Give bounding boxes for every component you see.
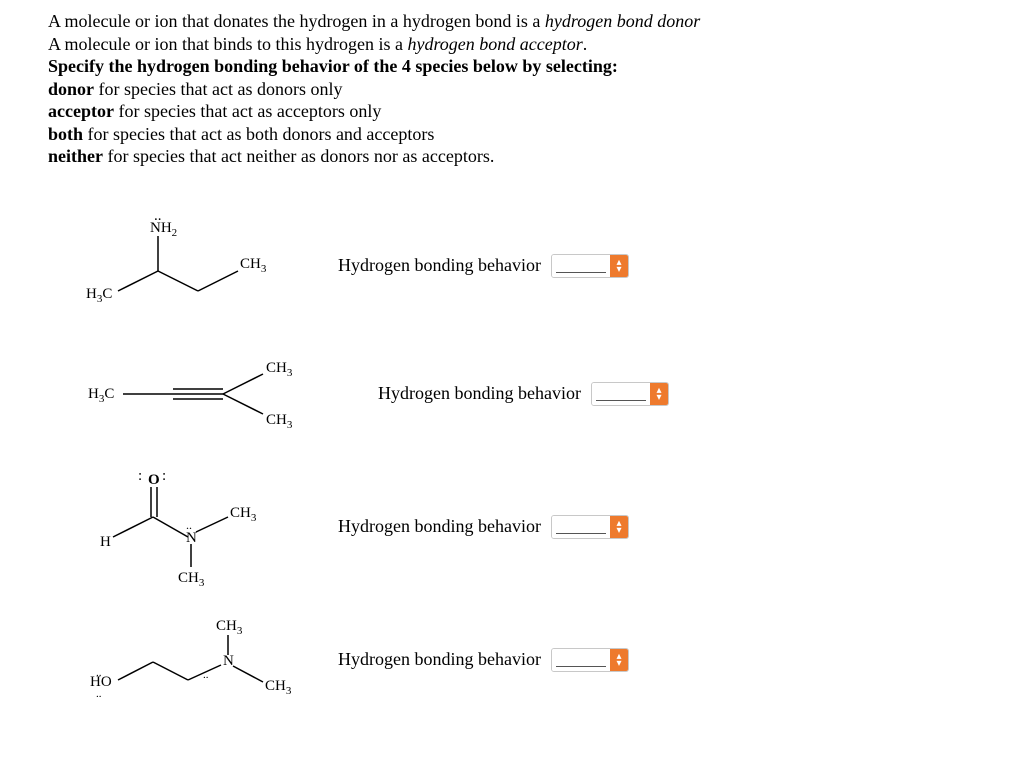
svg-text:H3C: H3C [88, 386, 114, 405]
structure-1: .. NH2 H3C CH3 [78, 206, 338, 326]
kw-both: both [48, 124, 83, 144]
molecule-row: H3C CH3 CH3 Hydrogen bonding behavior ▴▾ [78, 344, 984, 444]
svg-text::: : [162, 468, 166, 484]
svg-text:NH2: NH2 [150, 220, 177, 239]
behavior-select-3[interactable]: ▴▾ [551, 515, 629, 539]
structure-3: : : O H N .. CH3 CH3 [78, 462, 338, 592]
behavior-select-2[interactable]: ▴▾ [591, 382, 669, 406]
svg-text:..: .. [96, 667, 102, 679]
structure-4: HO .. .. N .. CH3 CH3 [78, 610, 338, 710]
behavior-label: Hydrogen bonding behavior [338, 649, 541, 670]
kw-acceptor: acceptor [48, 101, 114, 121]
intro-line2: A molecule or ion that binds to this hyd… [48, 34, 407, 54]
svg-text::: : [138, 468, 142, 484]
behavior-select-4[interactable]: ▴▾ [551, 648, 629, 672]
svg-text:CH3: CH3 [178, 570, 205, 589]
svg-text:H: H [100, 534, 111, 550]
behavior-label: Hydrogen bonding behavior [378, 383, 581, 404]
chevron-updown-icon: ▴▾ [650, 383, 668, 405]
behavior-select-1[interactable]: ▴▾ [551, 254, 629, 278]
svg-text:CH3: CH3 [266, 412, 293, 431]
svg-text:CH3: CH3 [240, 256, 267, 275]
svg-text:CH3: CH3 [266, 360, 293, 379]
svg-text:O: O [148, 472, 160, 488]
kw-donor: donor [48, 79, 94, 99]
svg-text:..: .. [203, 669, 209, 681]
chevron-updown-icon: ▴▾ [610, 516, 628, 538]
term-donor: hydrogen bond donor [545, 11, 700, 31]
svg-text:N: N [186, 530, 197, 546]
molecule-row: : : O H N .. CH3 CH3 Hydrogen bonding be… [78, 462, 984, 592]
svg-text:CH3: CH3 [265, 678, 292, 697]
behavior-label: Hydrogen bonding behavior [338, 516, 541, 537]
term-acceptor: hydrogen bond acceptor [407, 34, 582, 54]
intro-line3: Specify the hydrogen bonding behavior of… [48, 55, 984, 78]
intro-line1: A molecule or ion that donates the hydro… [48, 11, 545, 31]
structure-2: H3C CH3 CH3 [78, 344, 338, 444]
svg-text:CH3: CH3 [216, 618, 243, 637]
chevron-updown-icon: ▴▾ [610, 649, 628, 671]
svg-text:N: N [223, 653, 234, 669]
instructions-block: A molecule or ion that donates the hydro… [48, 10, 984, 168]
molecule-row: HO .. .. N .. CH3 CH3 Hydrogen bonding b… [78, 610, 984, 710]
svg-text:..: .. [186, 518, 192, 532]
molecule-row: .. NH2 H3C CH3 Hydrogen bonding behavior… [78, 206, 984, 326]
behavior-label: Hydrogen bonding behavior [338, 255, 541, 276]
svg-text:H3C: H3C [86, 286, 112, 305]
chevron-updown-icon: ▴▾ [610, 255, 628, 277]
kw-neither: neither [48, 146, 103, 166]
svg-text:..: .. [96, 688, 102, 700]
molecules-list: .. NH2 H3C CH3 Hydrogen bonding behavior… [78, 206, 984, 710]
svg-text:CH3: CH3 [230, 505, 257, 524]
